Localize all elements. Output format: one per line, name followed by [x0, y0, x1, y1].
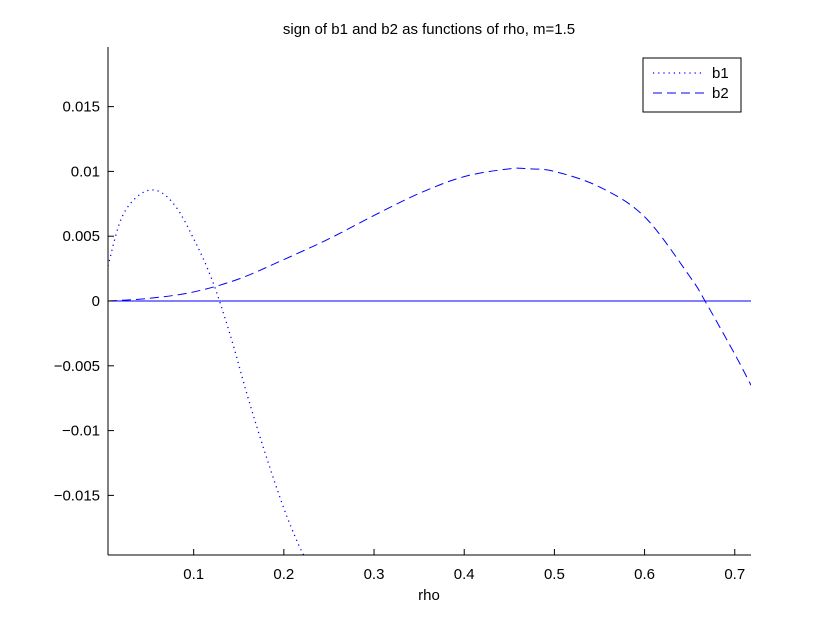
x-tick-label: 0.1 — [183, 566, 204, 583]
x-tick-label: 0.7 — [724, 566, 745, 583]
series-b2-line — [108, 167, 751, 386]
x-tick-label: 0.6 — [634, 566, 655, 583]
x-tick-label: 0.2 — [273, 566, 294, 583]
plot-area: 0.1 0.2 0.3 0.4 0.5 0.6 0.7 −0.015 −0.01 −0.005 0 0… — [54, 47, 751, 583]
x-axis-label: rho — [418, 587, 440, 604]
legend-box — [642, 57, 742, 113]
axes-layer: 0.1 0.2 0.3 0.4 0.5 0.6 0.7 −0.015 −0.01 −0.005 0 0… — [54, 47, 751, 583]
y-tick-label: 0.01 — [71, 163, 100, 180]
x-tick-label: 0.3 — [364, 566, 385, 583]
y-tick-label: 0.005 — [62, 228, 100, 245]
chart-title: sign of b1 and b2 as functions of rho, m… — [283, 21, 575, 38]
y-tick-label: −0.015 — [54, 487, 100, 504]
x-tick-label: 0.5 — [544, 566, 565, 583]
x-tick-label: 0.4 — [454, 566, 475, 583]
series-layer — [108, 167, 751, 555]
y-tick-label: 0 — [92, 293, 100, 310]
legend-label-b1: b1 — [712, 65, 729, 82]
y-tick-label: −0.005 — [54, 358, 100, 375]
y-tick-label: 0.015 — [62, 99, 100, 116]
y-tick-label: −0.01 — [62, 423, 100, 440]
legend-label-b2: b2 — [712, 85, 729, 102]
